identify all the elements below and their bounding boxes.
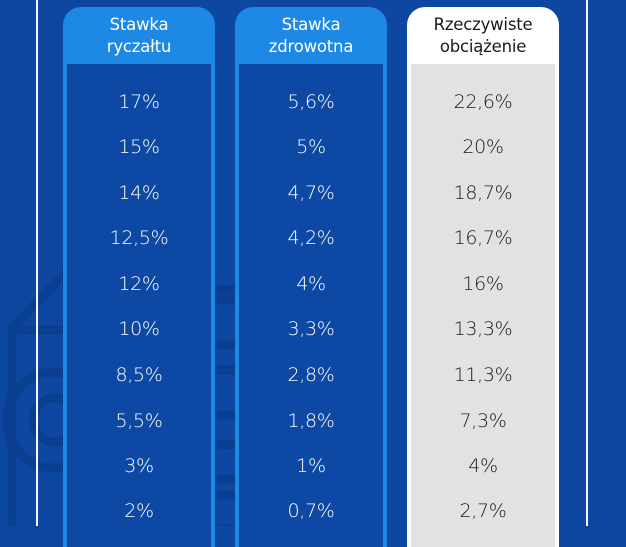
- column-health-rate: Stawka zdrowotna 5,6% 5% 4,7% 4,2% 4% 3,…: [235, 7, 387, 547]
- column-actual-burden: Rzeczywiste obciążenie 22,6% 20% 18,7% 1…: [407, 7, 559, 547]
- table-cell: 4,2%: [287, 227, 335, 249]
- table-cell: 1%: [296, 455, 326, 477]
- table-cell: 4%: [296, 273, 326, 295]
- table-cell: 12,5%: [109, 227, 169, 249]
- header-line: Rzeczywiste: [433, 14, 533, 34]
- table-cell: 0,7%: [287, 500, 335, 522]
- column-body: 22,6% 20% 18,7% 16,7% 16% 13,3% 11,3% 7,…: [411, 64, 555, 547]
- table-cell: 3,3%: [287, 318, 335, 340]
- table-cell: 15%: [118, 136, 160, 158]
- column-header: Stawka zdrowotna: [235, 7, 387, 64]
- table-cell: 7,3%: [459, 410, 507, 432]
- right-divider-line: [586, 0, 588, 526]
- table-cell: 8,5%: [115, 364, 163, 386]
- column-header: Rzeczywiste obciążenie: [407, 7, 559, 64]
- table-cell: 17%: [118, 91, 160, 113]
- header-line: zdrowotna: [268, 36, 354, 56]
- column-body: 5,6% 5% 4,7% 4,2% 4% 3,3% 2,8% 1,8% 1% 0…: [239, 64, 383, 547]
- table-cell: 2,8%: [287, 364, 335, 386]
- table-cell: 11,3%: [453, 364, 513, 386]
- table-cell: 18,7%: [453, 182, 513, 204]
- header-line: obciążenie: [439, 36, 527, 56]
- table-cell: 4,7%: [287, 182, 335, 204]
- table-cell: 10%: [118, 318, 160, 340]
- table-cell: 5,6%: [287, 91, 335, 113]
- table-cell: 5,5%: [115, 410, 163, 432]
- left-divider-line: [36, 0, 38, 526]
- table-cell: 1,8%: [287, 410, 335, 432]
- table-cell: 2,7%: [459, 500, 507, 522]
- column-body: 17% 15% 14% 12,5% 12% 10% 8,5% 5,5% 3% 2…: [67, 64, 211, 547]
- table-cell: 5%: [296, 136, 326, 158]
- header-line: ryczałtu: [106, 36, 172, 56]
- table-cell: 20%: [462, 136, 504, 158]
- table-cell: 22,6%: [453, 91, 513, 113]
- table-cell: 14%: [118, 182, 160, 204]
- column-lump-sum-rate: Stawka ryczałtu 17% 15% 14% 12,5% 12% 10…: [63, 7, 215, 547]
- table-cell: 3%: [124, 455, 154, 477]
- header-line: Stawka: [281, 14, 341, 34]
- table-cell: 13,3%: [453, 318, 513, 340]
- table-cell: 16%: [462, 273, 504, 295]
- table-cell: 12%: [118, 273, 160, 295]
- table-cell: 4%: [468, 455, 498, 477]
- table-cell: 2%: [124, 500, 154, 522]
- table-cell: 16,7%: [453, 227, 513, 249]
- column-header: Stawka ryczałtu: [63, 7, 215, 64]
- header-line: Stawka: [109, 14, 169, 34]
